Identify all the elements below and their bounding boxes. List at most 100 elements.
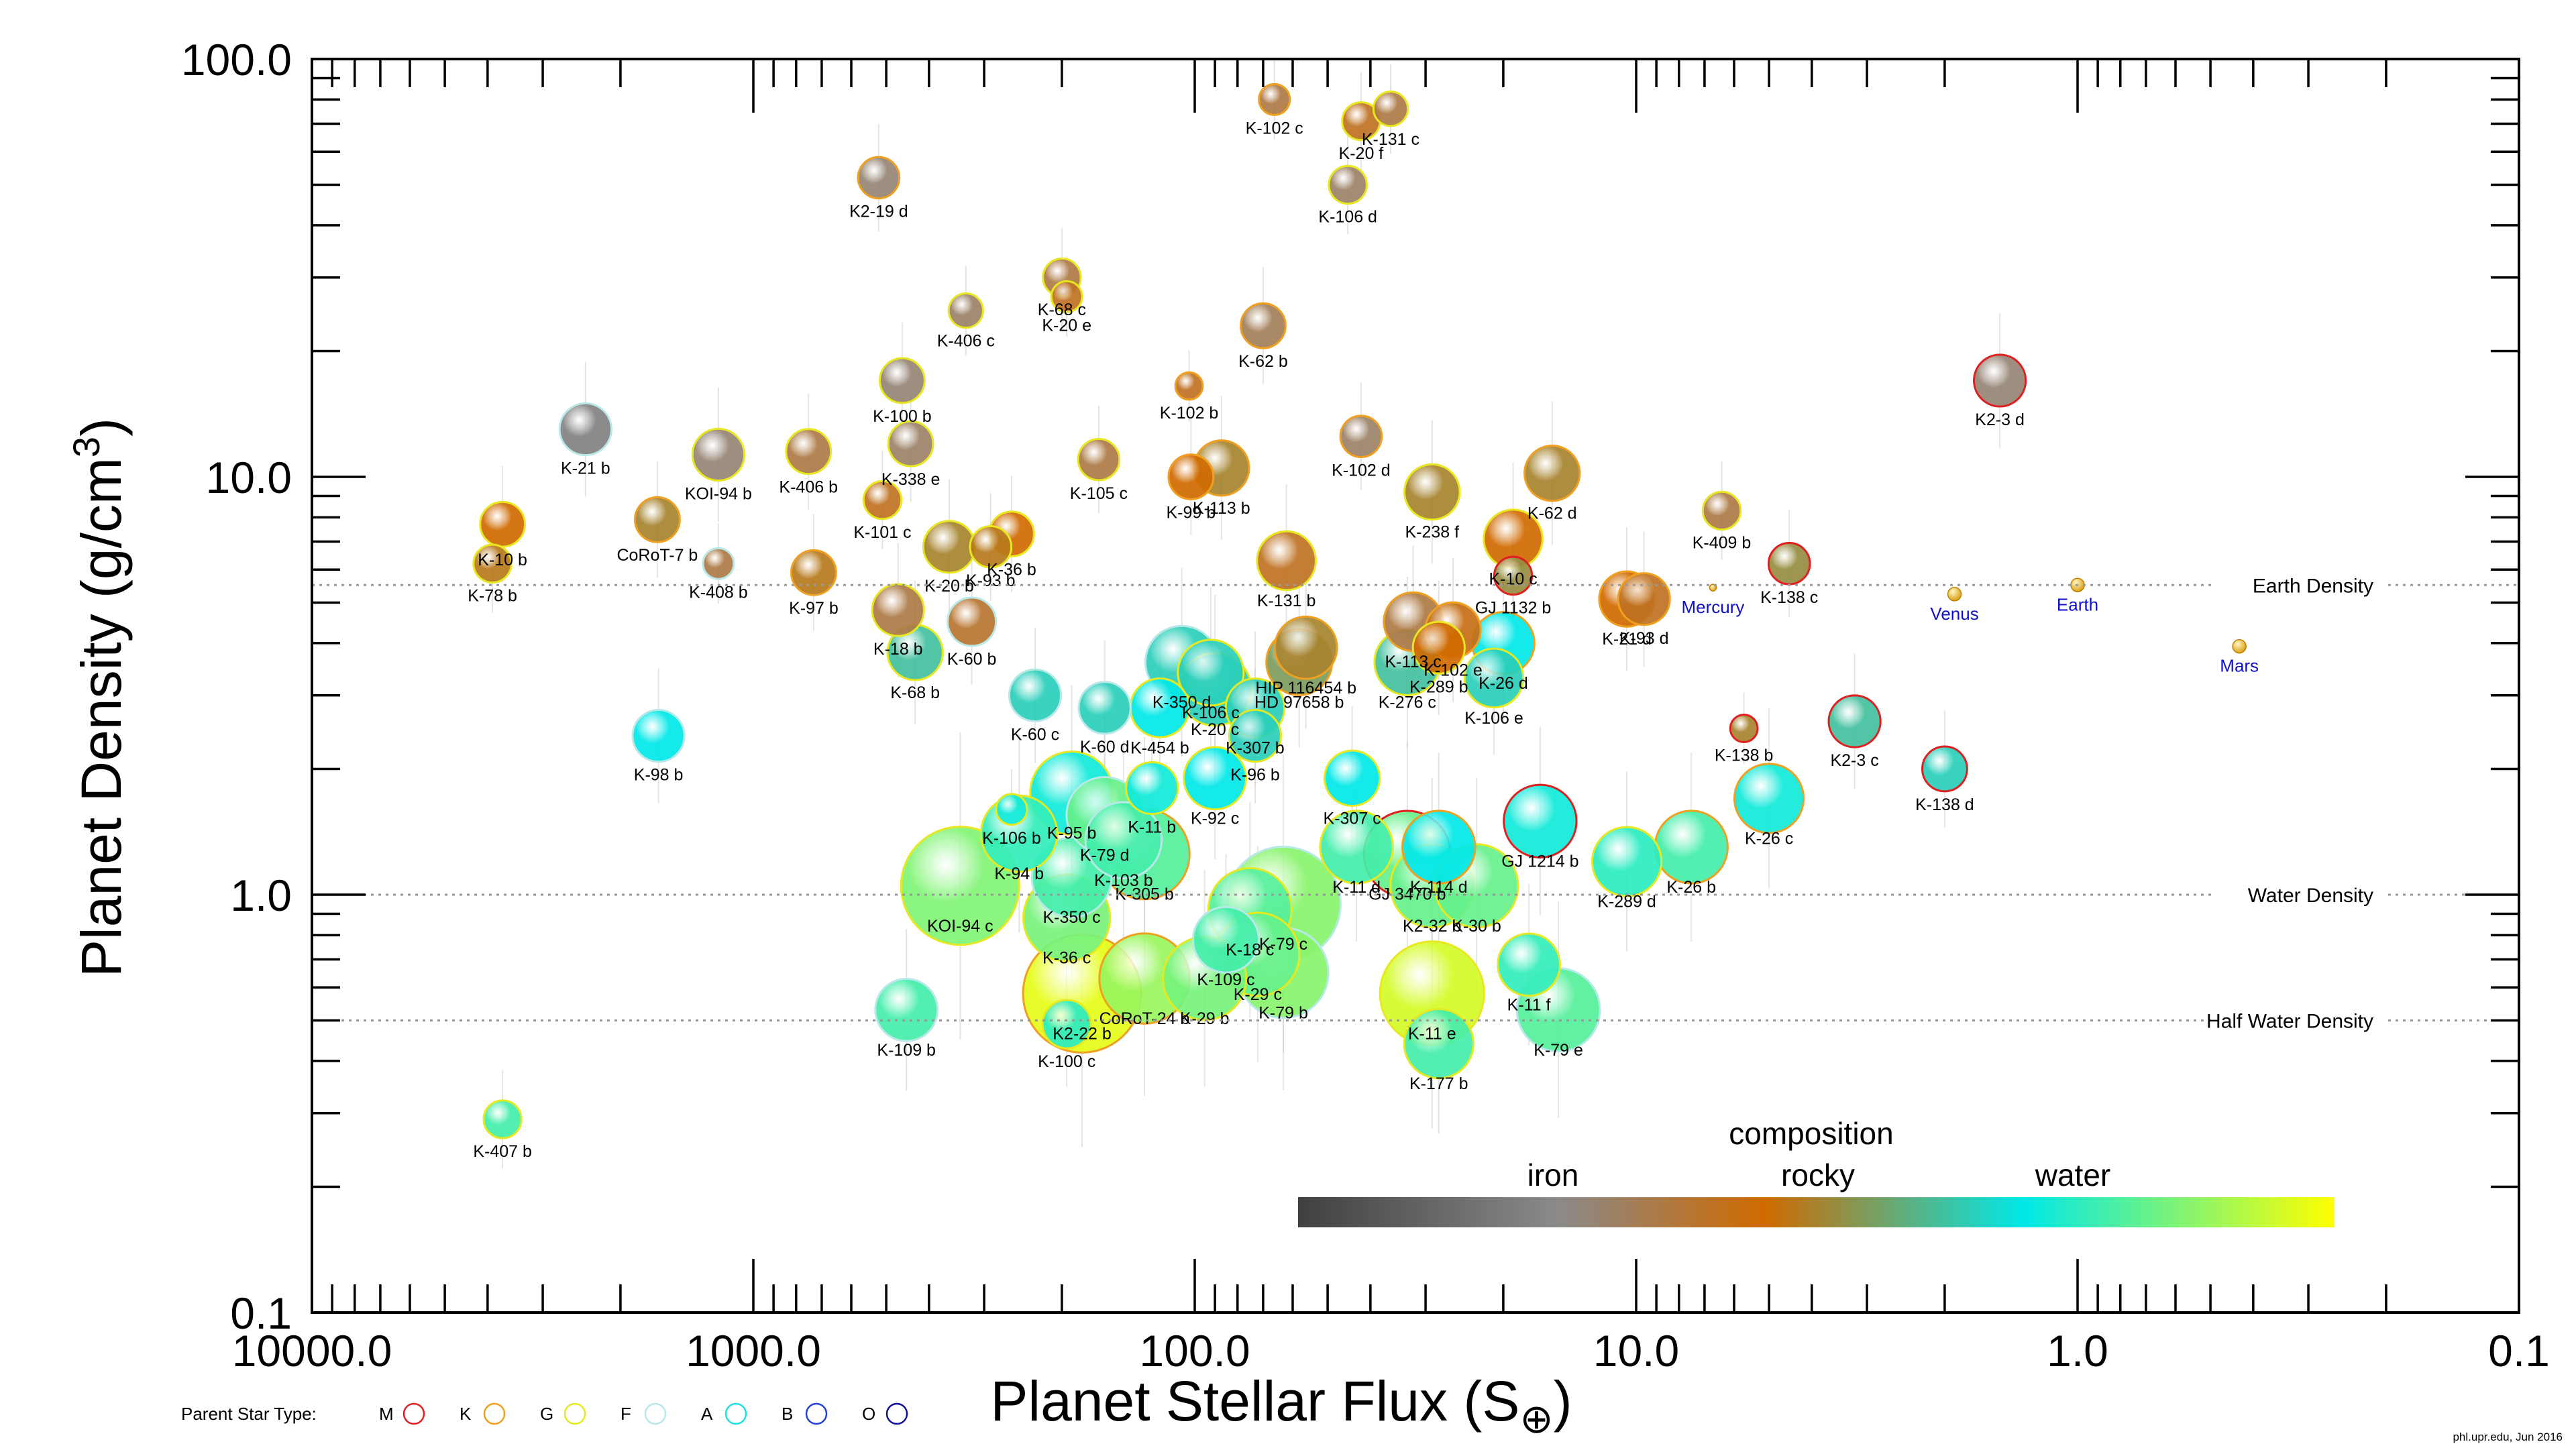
planet-label: K-95 b — [1047, 824, 1097, 843]
x-axis-title: Planet Stellar Flux (S⊕) — [990, 1370, 1572, 1441]
planet-label: K-138 d — [1915, 795, 1974, 814]
planet-label: K-102 c — [1246, 119, 1303, 137]
planet-label: K-406 b — [779, 478, 838, 497]
planet-label: CoRoT-24 b — [1099, 1009, 1190, 1028]
y-tick-label: 10.0 — [206, 453, 292, 502]
planet-label: K-79 d — [1080, 846, 1130, 865]
planet-label: K-62 d — [1527, 504, 1577, 523]
planet-bubble — [1654, 810, 1729, 885]
x-tick-label: 100.0 — [1139, 1326, 1250, 1376]
planet-bubble — [1701, 490, 1742, 531]
planet-bubble — [1183, 746, 1248, 811]
planet-label: K-138 b — [1715, 746, 1774, 765]
planet-label: K-102 b — [1160, 404, 1219, 423]
planet-bubble — [1503, 783, 1578, 858]
planet-bubble — [995, 793, 1028, 826]
planet-bubble — [1050, 280, 1083, 313]
planet-bubble — [871, 583, 925, 637]
x-tick-label: 1000.0 — [686, 1326, 821, 1376]
planet-label: K-131 b — [1257, 592, 1316, 610]
planet-label: K-60 b — [947, 650, 997, 669]
planet-bubble — [1403, 463, 1461, 521]
planet-label: K-103 b — [1094, 871, 1153, 890]
reference-line-label: Water Density — [2248, 885, 2373, 907]
planet-label: K-20 c — [1191, 720, 1239, 739]
solar-system-marker — [1947, 587, 1962, 602]
planet-bubble — [1077, 437, 1121, 482]
planet-bubble — [1403, 1008, 1474, 1080]
legend-item-marker — [483, 1402, 506, 1425]
solar-system-label: Mercury — [1681, 597, 1744, 617]
solar-system-marker — [2232, 638, 2247, 654]
planet-label: K-20 e — [1042, 316, 1091, 335]
planet-label: CoRoT-7 b — [616, 546, 698, 565]
planet-label: K-92 c — [1191, 809, 1239, 828]
planet-bubble — [558, 402, 612, 457]
planet-bubble — [1523, 444, 1581, 502]
planet-label: K-20 f — [1339, 144, 1384, 163]
planet-label: K-94 b — [994, 865, 1044, 883]
planet-bubble — [1339, 414, 1383, 458]
planet-bubble — [1401, 810, 1477, 885]
planet-label: K-109 c — [1197, 970, 1254, 989]
planet-bubble — [1258, 82, 1291, 116]
colorbar-title: composition — [1729, 1116, 1893, 1151]
planet-label: K-106 d — [1318, 208, 1377, 227]
planet-label: K-406 c — [937, 332, 995, 351]
planet-label: K-10 b — [478, 551, 527, 569]
planet-bubble — [1497, 932, 1561, 997]
planet-label: K-11 e — [1408, 1024, 1456, 1043]
planet-label: K-29 c — [1234, 985, 1282, 1004]
x-tick-label: 10.0 — [1593, 1326, 1679, 1376]
planet-label: K-289 b — [1409, 677, 1468, 696]
planet-bubble — [1827, 694, 1882, 748]
planet-label: K-102 d — [1332, 461, 1391, 480]
planet-bubble — [1729, 714, 1759, 743]
colorbar-label-rocky: rocky — [1781, 1158, 1855, 1192]
planet-label: K-97 b — [789, 599, 839, 618]
planet-label: K2-19 d — [849, 203, 908, 221]
planet-label: KOI-94 b — [685, 485, 752, 504]
planet-label: K-18 c — [1226, 941, 1274, 960]
legend-item-marker — [885, 1402, 908, 1425]
planet-label: K-102 e — [1424, 661, 1483, 679]
planet-bubble — [1973, 353, 2027, 408]
planet-label: K-62 b — [1238, 352, 1288, 371]
planet-label: K-109 b — [877, 1041, 936, 1060]
planet-label: K-26 b — [1666, 878, 1716, 897]
planet-bubble — [479, 500, 527, 548]
planet-label: K-93 d — [1619, 629, 1669, 648]
planet-bubble — [1323, 749, 1381, 807]
legend-item-label: M — [379, 1404, 394, 1424]
planet-bubble — [947, 596, 998, 647]
planet-label: K-96 b — [1230, 766, 1280, 785]
planet-bubble — [1240, 302, 1287, 349]
planet-bubble — [1617, 572, 1671, 626]
y-axis-title: Planet Density (g/cm3) — [65, 418, 133, 977]
y-tick-label: 1.0 — [230, 871, 292, 920]
planet-bubble — [1921, 745, 1968, 793]
planet-label: K-36 b — [987, 561, 1036, 579]
planet-label: K-36 c — [1042, 949, 1091, 968]
planet-label: K-26 d — [1479, 674, 1528, 693]
planet-label: K-60 c — [1011, 725, 1059, 744]
planet-bubble — [922, 520, 977, 574]
planet-label: K-106 b — [982, 829, 1041, 848]
planet-bubble — [472, 543, 513, 584]
planet-label: K-68 b — [890, 683, 940, 702]
planet-label: K-11 b — [1128, 818, 1176, 837]
planet-bubble — [1733, 763, 1805, 834]
solar-system-label: Mars — [2220, 656, 2259, 676]
planet-bubble — [785, 428, 833, 476]
planet-label: K-99 b — [1167, 503, 1216, 522]
x-tick-label: 10000.0 — [232, 1326, 392, 1376]
plot-frame — [311, 58, 2520, 1314]
planet-label: K-177 b — [1409, 1074, 1468, 1093]
star-type-legend: Parent Star Type: M K G F A B O — [181, 1402, 908, 1425]
planet-bubble — [1077, 681, 1132, 735]
planet-label: K-101 c — [853, 523, 911, 542]
colorbar-gradient — [1298, 1197, 2334, 1227]
planet-bubble — [857, 156, 901, 200]
planet-label: HIP 116454 b — [1255, 679, 1356, 698]
planet-bubble — [1328, 164, 1368, 205]
